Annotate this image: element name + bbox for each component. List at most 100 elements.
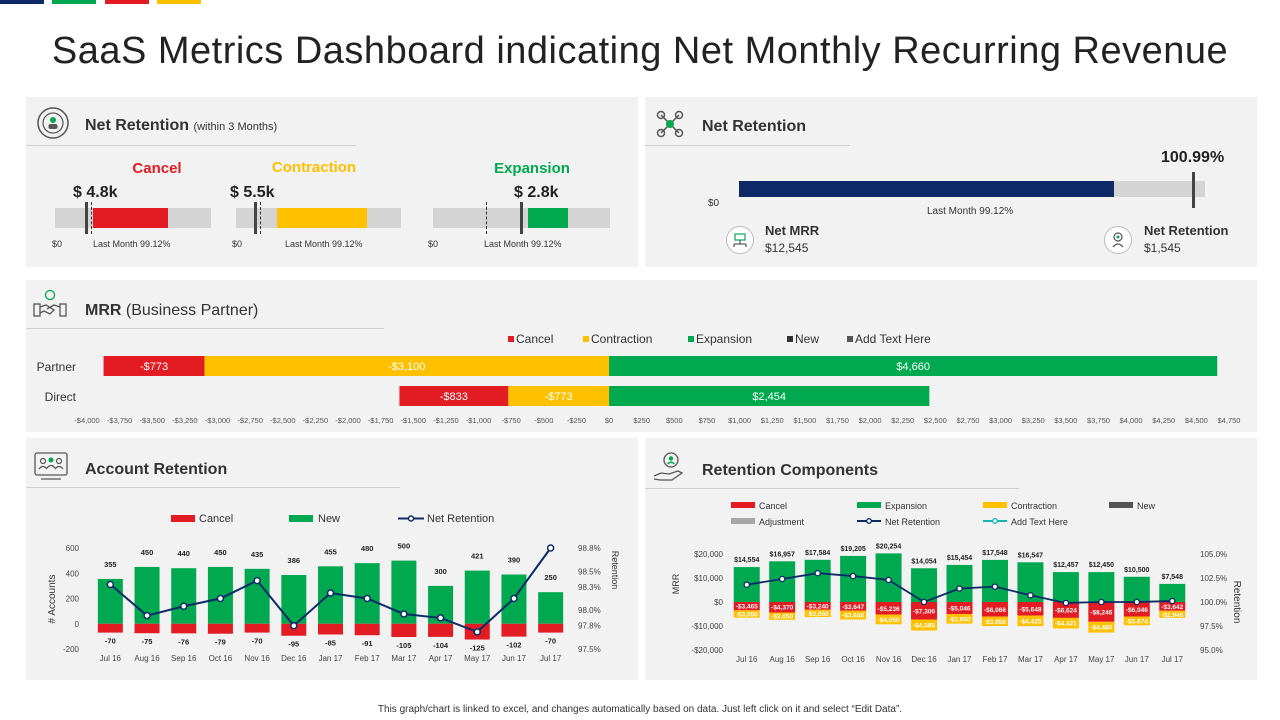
cancel-bar bbox=[1088, 602, 1115, 622]
cancel-bar bbox=[207, 623, 233, 634]
contraction-value-label: -$3,050 bbox=[736, 611, 758, 618]
x-tick-label: Feb 17 bbox=[355, 654, 380, 663]
legend-label: Cancel bbox=[759, 501, 787, 511]
expansion-value-label: $17,548 bbox=[982, 550, 1007, 557]
expansion-value-label: $14,054 bbox=[911, 558, 936, 565]
y-tick-label: 0 bbox=[75, 620, 80, 629]
x-tick-label: $2,500 bbox=[924, 416, 947, 425]
legend-label: Add Text Here bbox=[1011, 517, 1068, 527]
x-tick-label: -$1,500 bbox=[401, 416, 426, 425]
legend-marker bbox=[407, 515, 415, 522]
net-mrr-name: Net MRR bbox=[765, 223, 820, 238]
gauge-current-marker bbox=[520, 202, 523, 234]
x-tick-label: -$3,000 bbox=[205, 416, 230, 425]
mrr-bar bbox=[399, 386, 509, 406]
x-tick-label: $500 bbox=[666, 416, 683, 425]
contraction-bar bbox=[769, 612, 796, 620]
contraction-bar bbox=[1088, 621, 1115, 633]
mrr-bar bbox=[508, 386, 610, 406]
contraction-bar bbox=[981, 616, 1008, 627]
new-value-label: 250 bbox=[544, 573, 557, 582]
retention-components-panel: Retention Components Cancel Expansion Cont… bbox=[645, 438, 1257, 680]
contraction-bar bbox=[840, 610, 867, 620]
cancel-value-label: -70 bbox=[545, 637, 556, 646]
legend-swatch bbox=[731, 518, 755, 524]
contraction-value-label: -$3,950 bbox=[948, 616, 970, 623]
expansion-bar bbox=[946, 564, 973, 602]
x-tick-label: $250 bbox=[633, 416, 650, 425]
gauge-cancel: Cancel $ 4.8k $0 Last Month 99.12% bbox=[52, 157, 222, 257]
contraction-bar bbox=[733, 610, 760, 618]
net-retention-point bbox=[885, 576, 892, 584]
expansion-value-label: $15,454 bbox=[947, 555, 972, 562]
mrr-partner-panel: MRR (Business Partner) Cancel Contraction… bbox=[26, 280, 1257, 432]
expansion-value-label: $14,554 bbox=[734, 557, 759, 564]
new-value-label: 455 bbox=[324, 547, 337, 556]
x-tick-label: $2,000 bbox=[859, 416, 882, 425]
y2-tick-label: 97.5% bbox=[578, 645, 601, 654]
cancel-bar bbox=[1123, 602, 1150, 617]
gauge-lastmonth-marker bbox=[91, 202, 92, 234]
cancel-value-label: -91 bbox=[362, 639, 373, 648]
x-tick-label: $0 bbox=[605, 416, 613, 425]
y2-tick-label: 97.5% bbox=[1200, 622, 1223, 631]
legend-label: New bbox=[1137, 501, 1156, 511]
net-retention-kpi-value: $1,545 bbox=[1144, 241, 1181, 255]
new-value-label: 440 bbox=[177, 549, 190, 558]
gauge-zero: $0 bbox=[232, 239, 243, 249]
new-bar bbox=[171, 568, 197, 624]
x-tick-label: Dec 16 bbox=[911, 655, 937, 664]
top-accent-green bbox=[52, 0, 96, 4]
x-tick-label: Nov 16 bbox=[876, 655, 902, 664]
top-accent-yellow bbox=[157, 0, 201, 4]
legend-label: Contraction bbox=[1011, 501, 1057, 511]
y2-tick-label: 98.5% bbox=[578, 567, 601, 576]
x-tick-label: $1,500 bbox=[793, 416, 816, 425]
expansion-value-label: $7,548 bbox=[1162, 574, 1184, 581]
net-retention-point bbox=[473, 628, 482, 636]
new-value-label: 500 bbox=[398, 542, 411, 551]
net-retention-point bbox=[106, 580, 115, 589]
x-tick-label: -$1,750 bbox=[368, 416, 393, 425]
mrr-bar-label: $4,660 bbox=[896, 361, 930, 373]
x-tick-label: Jul 16 bbox=[100, 654, 122, 663]
net-retention-point bbox=[510, 594, 518, 603]
contraction-value-label: -$4,050 bbox=[878, 617, 900, 624]
x-tick-label: $4,500 bbox=[1185, 416, 1208, 425]
net-retention-point bbox=[326, 589, 335, 597]
cancel-bar bbox=[318, 623, 343, 635]
expansion-bar bbox=[1052, 572, 1079, 602]
x-tick-label: $4,750 bbox=[1218, 416, 1241, 425]
cancel-bar bbox=[391, 623, 417, 638]
cancel-bar bbox=[1159, 602, 1186, 611]
cancel-value-label: -105 bbox=[396, 641, 411, 650]
x-tick-label: $3,000 bbox=[989, 416, 1012, 425]
x-tick-label: -$3,250 bbox=[172, 416, 197, 425]
cancel-bar bbox=[840, 602, 867, 611]
contraction-bar bbox=[1159, 610, 1186, 618]
title-underline bbox=[645, 145, 850, 146]
contraction-bar bbox=[1017, 615, 1044, 627]
bullet-zero: $0 bbox=[708, 198, 720, 209]
gauge-fill bbox=[93, 208, 168, 228]
x-tick-label: $2,250 bbox=[891, 416, 914, 425]
contraction-bar bbox=[1052, 617, 1079, 629]
mrr-bar-label: -$3,100 bbox=[388, 361, 425, 373]
category-label: Direct bbox=[45, 390, 77, 404]
x-tick-label: Jul 17 bbox=[540, 654, 562, 663]
x-tick-label: $3,750 bbox=[1087, 416, 1110, 425]
cancel-bar bbox=[354, 623, 380, 636]
title-subtitle: (within 3 Months) bbox=[193, 121, 278, 133]
x-tick-label: -$1,250 bbox=[433, 416, 458, 425]
y-tick-label: 200 bbox=[66, 595, 80, 604]
cancel-value-label: -$5,236 bbox=[878, 606, 900, 613]
cancel-bar bbox=[911, 602, 938, 620]
x-tick-label: Mar 17 bbox=[1018, 655, 1043, 664]
cancel-value-label: -85 bbox=[325, 638, 336, 647]
expansion-value-label: $17,584 bbox=[805, 550, 830, 557]
new-value-label: 421 bbox=[471, 552, 484, 561]
net-retention-kpi-name: Net Retention bbox=[1144, 223, 1229, 238]
gauge-value: $ 4.8k bbox=[73, 184, 118, 201]
category-label: Partner bbox=[37, 360, 76, 374]
x-tick-label: Apr 17 bbox=[1054, 655, 1078, 664]
